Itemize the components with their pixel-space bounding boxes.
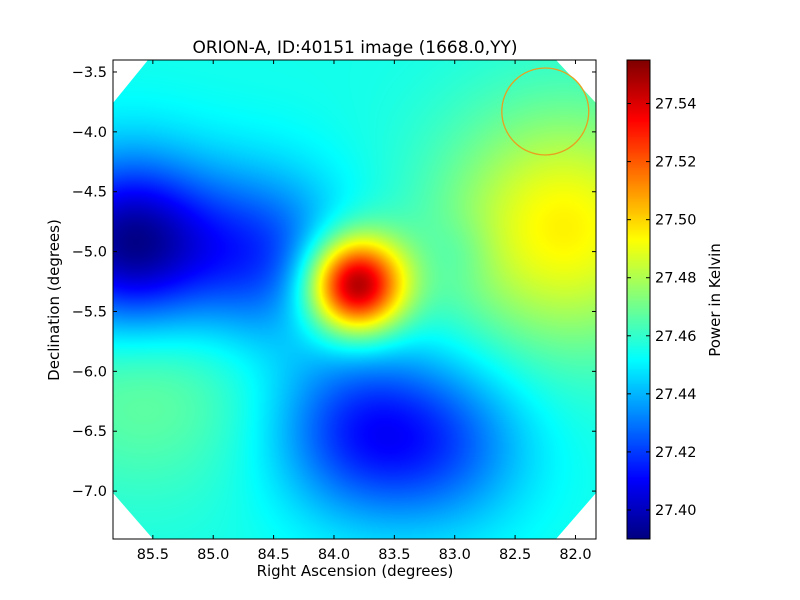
x-tick-label: 84.0 <box>318 547 350 563</box>
colorbar-gradient <box>627 60 650 539</box>
x-tick-label: 85.5 <box>137 547 169 563</box>
corner-mask-bottom-right <box>556 493 596 539</box>
colorbar-frame <box>626 59 651 540</box>
y-tick-label: −3.5 <box>72 65 107 81</box>
y-axis-ticks: −3.5 −4.0 −4.5 −5.0 −5.5 −6.0 −6.5 −7.0 <box>72 65 596 500</box>
corner-mask-bottom-left <box>113 493 153 539</box>
x-tick-label: 83.5 <box>378 547 410 563</box>
y-tick-label: −6.0 <box>72 364 107 380</box>
colorbar-tick-label: 27.50 <box>655 213 697 229</box>
x-tick-label: 84.5 <box>257 547 289 563</box>
colorbar-tick-label: 27.42 <box>655 445 697 461</box>
x-tick-label: 82.5 <box>499 547 531 563</box>
colorbar-tick-label: 27.40 <box>655 503 697 519</box>
x-tick-label: 85.0 <box>197 547 229 563</box>
colorbar-tick-label: 27.44 <box>655 387 697 403</box>
y-tick-label: −7.0 <box>72 484 107 500</box>
y-tick-label: −5.0 <box>72 245 107 261</box>
colorbar-label: Power in Kelvin <box>706 243 724 357</box>
x-tick-label: 82.0 <box>559 547 591 563</box>
colorbar-tick-label: 27.46 <box>655 329 697 345</box>
heatmap-image <box>113 60 596 539</box>
plot-area: 85.5 85.0 84.5 84.0 83.5 83.0 82.5 82.0 −3.5 −4.… <box>72 59 597 563</box>
y-tick-label: −6.5 <box>72 424 107 440</box>
colorbar-tick-label: 27.48 <box>655 271 697 287</box>
corner-mask-top-left <box>113 60 148 103</box>
y-tick-label: −4.0 <box>72 125 107 141</box>
colorbar-tick-label: 27.52 <box>655 155 697 171</box>
x-axis-ticks: 85.5 85.0 84.5 84.0 83.5 83.0 82.5 82.0 <box>137 60 592 563</box>
chart-title: ORION-A, ID:40151 image (1668.0,YY) <box>192 38 517 58</box>
colorbar-ticks: 27.40 27.42 27.44 27.46 27.48 27.50 27.52 27.54 <box>627 97 697 519</box>
x-axis-label: Right Ascension (degrees) <box>257 562 454 580</box>
y-tick-label: −5.5 <box>72 304 107 320</box>
y-tick-label: −4.5 <box>72 185 107 201</box>
y-axis-label: Declination (degrees) <box>45 219 63 381</box>
colorbar: 27.40 27.42 27.44 27.46 27.48 27.50 27.52 27.54 <box>626 59 697 540</box>
beam-circle <box>501 67 590 156</box>
plot-frame <box>112 59 597 540</box>
colorbar-tick-label: 27.54 <box>655 97 697 113</box>
x-tick-label: 83.0 <box>439 547 471 563</box>
